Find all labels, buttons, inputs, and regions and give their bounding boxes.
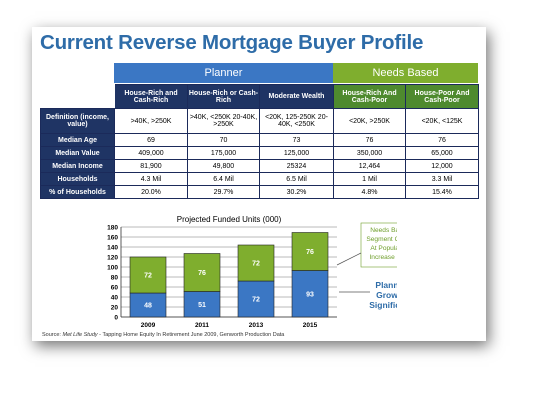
- data-label: 72: [144, 273, 152, 280]
- table-cell: 3.3 Mil: [405, 172, 479, 186]
- table-cell: 20.0%: [114, 185, 188, 199]
- slide-card: Current Reverse Mortgage Buyer Profile P…: [32, 27, 486, 341]
- bar-planner: [237, 280, 275, 318]
- y-tick-label: 120: [107, 255, 118, 262]
- source-study-name: Met Life Study: [62, 332, 98, 338]
- table-row: Households 4.3 Mil 6.4 Mil 6.5 Mil 1 Mil…: [40, 172, 479, 186]
- data-label: 72: [252, 261, 260, 268]
- slide-title: Current Reverse Mortgage Buyer Profile: [40, 31, 424, 54]
- y-tick-label: 180: [107, 225, 118, 232]
- y-tick-label: 20: [111, 305, 119, 312]
- table-cell: 49,800: [187, 159, 260, 173]
- row-header-pct-households: % of Households: [40, 185, 115, 199]
- table-cell: 81,900: [114, 159, 188, 173]
- data-label: 51: [198, 302, 206, 309]
- bar-needs-based: [183, 253, 221, 292]
- needs-based-group-header: Needs Based: [333, 63, 478, 83]
- row-header-median-income: Median Income: [40, 159, 115, 173]
- table-cell: 76: [405, 133, 479, 147]
- table-cell: 69: [114, 133, 188, 147]
- row-header-median-value: Median Value: [40, 146, 115, 160]
- x-tick-label: 2011: [195, 322, 209, 329]
- table-cell: 175,000: [187, 146, 260, 160]
- row-header-median-age: Median Age: [40, 133, 115, 147]
- bar-needs-based: [129, 256, 167, 294]
- y-tick-label: 80: [111, 275, 119, 282]
- table-cell: 12,464: [333, 159, 406, 173]
- x-tick-label: 2009: [141, 322, 156, 329]
- table-cell: >40K, <250K 20-40K, >250K: [187, 108, 260, 134]
- x-tick-label: 2015: [303, 322, 318, 329]
- table-row: Median Value 409,000 175,000 125,000 350…: [40, 146, 479, 160]
- y-tick-label: 160: [107, 235, 118, 242]
- table-cell: 4.8%: [333, 185, 406, 199]
- table-row: Definition (income, value) >40K, >250K >…: [40, 108, 479, 134]
- table-header-row: House-Rich and Cash-Rich House-Rich or C…: [40, 84, 479, 109]
- table-cell: 70: [187, 133, 260, 147]
- table-cell: 29.7%: [187, 185, 260, 199]
- bar-needs-based: [291, 232, 329, 271]
- source-rest: - Tapping Home Equity In Retirement June…: [97, 332, 285, 338]
- data-label: 48: [144, 303, 152, 310]
- bar-needs-based: [237, 244, 275, 282]
- needs-annotation-box: [360, 222, 397, 268]
- table-cell: 73: [259, 133, 334, 147]
- table-row: Median Age 69 70 73 76 76: [40, 133, 479, 147]
- needs-annotation-arrow: [336, 252, 362, 266]
- planner-annotation: PlannerGrowthSignificant: [369, 280, 397, 310]
- data-label: 72: [252, 297, 260, 304]
- source-note: Source: Met Life Study - Tapping Home Eq…: [42, 332, 284, 338]
- y-tick-label: 40: [111, 295, 119, 302]
- table-cell: 409,000: [114, 146, 188, 160]
- table-cell: 6.5 Mil: [259, 172, 334, 186]
- y-tick-label: 100: [107, 265, 118, 272]
- table-cell: <20K, >250K: [333, 108, 406, 134]
- table-cell: 12,000: [405, 159, 479, 173]
- funded-units-chart: Projected Funded Units (000) 0 20 40 60 80 100…: [107, 215, 397, 329]
- table-cell: 76: [333, 133, 406, 147]
- buyer-profile-table: House-Rich and Cash-Rich House-Rich or C…: [40, 84, 479, 199]
- table-corner: [40, 84, 115, 109]
- table-cell: 15.4%: [405, 185, 479, 199]
- data-label: 76: [198, 270, 206, 277]
- table-cell: 25324: [259, 159, 334, 173]
- table-cell: >40K, >250K: [114, 108, 188, 134]
- table-cell: 30.2%: [259, 185, 334, 199]
- col-header-house-rich-or-cash-rich: House-Rich or Cash-Rich: [187, 84, 260, 109]
- table-cell: 6.4 Mil: [187, 172, 260, 186]
- table-cell: 4.3 Mil: [114, 172, 188, 186]
- bar-planner: [129, 292, 167, 318]
- y-tick-label: 0: [114, 315, 118, 322]
- col-header-house-poor-cash-poor: House-Poor And Cash-Poor: [405, 84, 479, 109]
- table-row: Median Income 81,900 49,800 25324 12,464…: [40, 159, 479, 173]
- bar-planner: [291, 270, 329, 318]
- y-tick-label: 140: [107, 245, 118, 252]
- table-cell: <20K, 125-250K 20-40K, <250K: [259, 108, 334, 134]
- col-header-house-rich-cash-rich: House-Rich and Cash-Rich: [114, 84, 188, 109]
- table-cell: 65,000: [405, 146, 479, 160]
- data-label: 76: [306, 249, 314, 256]
- table-row: % of Households 20.0% 29.7% 30.2% 4.8% 1…: [40, 185, 479, 199]
- x-tick-label: 2013: [249, 322, 264, 329]
- row-header-households: Households: [40, 172, 115, 186]
- source-prefix: Source:: [42, 332, 63, 338]
- y-tick-label: 60: [111, 285, 119, 292]
- table-cell: 350,000: [333, 146, 406, 160]
- table-cell: 125,000: [259, 146, 334, 160]
- table-cell: <20K, <125K: [405, 108, 479, 134]
- chart-title: Projected Funded Units (000): [177, 215, 282, 224]
- col-header-moderate-wealth: Moderate Wealth: [259, 84, 334, 109]
- row-header-definition: Definition (income, value): [40, 108, 115, 134]
- planner-group-header: Planner: [114, 63, 333, 83]
- data-label: 93: [306, 291, 314, 298]
- col-header-house-rich-cash-poor: House-Rich And Cash-Poor: [333, 84, 406, 109]
- needs-annotation: Needs BasedSegment GrowsAt PopulationInc…: [366, 227, 397, 261]
- table-cell: 1 Mil: [333, 172, 406, 186]
